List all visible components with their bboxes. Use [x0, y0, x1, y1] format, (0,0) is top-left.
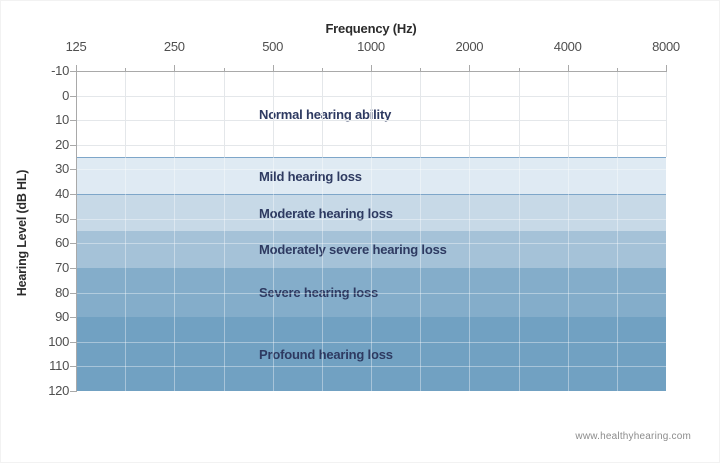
y-tick-50: [70, 218, 77, 220]
vgridline-354: [223, 71, 225, 158]
hgridline-30: [76, 169, 666, 171]
vgridline-250: [174, 71, 176, 158]
x-tick-250: [174, 65, 176, 72]
y-tick-90: [70, 317, 77, 319]
y-tick-label-110: 110: [49, 358, 69, 374]
y-tick-70: [70, 267, 77, 269]
vgridline-5657: [616, 71, 618, 158]
x-tick-label-4000: 4000: [553, 39, 582, 54]
hgridline-60: [76, 243, 666, 245]
x-tick-125: [76, 65, 77, 72]
vgridline-2000: [469, 71, 471, 158]
vgridline-2828: [518, 71, 520, 158]
x-minor-tick-354: [223, 68, 225, 72]
x-tick-label-2000: 2000: [455, 39, 484, 54]
vgridline-1414: [420, 157, 422, 391]
y-tick-20: [70, 144, 77, 146]
y-tick-label-50: 50: [55, 210, 69, 226]
vgridline-707: [321, 71, 323, 158]
y-tick-0: [70, 95, 77, 97]
vgridline-707: [321, 157, 323, 391]
x-tick-label-8000: 8000: [652, 39, 680, 54]
x-axis-title: Frequency (Hz): [325, 21, 417, 36]
x-minor-tick-1414: [420, 68, 422, 72]
vgridline-2000: [469, 157, 471, 391]
band-mild-hearing-loss: Mild hearing loss: [76, 157, 666, 195]
y-tick-label-90: 90: [55, 309, 69, 325]
hgridline-110: [76, 366, 666, 368]
vgridline-4000: [567, 157, 569, 391]
y-tick--10: [70, 71, 77, 72]
hgridline-10: [76, 120, 666, 122]
y-tick-label-10: 10: [55, 112, 69, 128]
band-label-moderate-hearing-loss: Moderate hearing loss: [259, 205, 393, 221]
y-tick-label-80: 80: [55, 284, 69, 300]
hgridline-80: [76, 292, 666, 294]
x-minor-tick-2828: [518, 68, 520, 72]
x-tick-label-125: 125: [65, 39, 87, 54]
band-moderately-severe-hearing-loss: Moderately severe hearing loss: [76, 231, 666, 268]
band-severe-hearing-loss: Severe hearing loss: [76, 267, 666, 318]
y-tick-label-20: 20: [55, 136, 69, 152]
y-tick-110: [70, 366, 77, 368]
band-label-severe-hearing-loss: Severe hearing loss: [259, 285, 379, 301]
vgridline-354: [223, 157, 225, 391]
x-tick-4000: [567, 65, 569, 72]
y-tick-label-100: 100: [48, 333, 69, 349]
vgridline-177: [125, 71, 127, 158]
y-tick-30: [70, 169, 77, 171]
band-profound-hearing-loss: Profound hearing loss: [76, 317, 666, 391]
vgridline-5657: [616, 157, 618, 391]
y-tick-60: [70, 243, 77, 245]
vgridline-8000: [666, 71, 667, 158]
x-tick-label-1000: 1000: [357, 39, 385, 54]
y-tick-80: [70, 292, 77, 294]
x-tick-8000: [666, 65, 667, 72]
band-label-moderately-severe-hearing-loss: Moderately severe hearing loss: [259, 241, 447, 257]
vgridline-500: [272, 71, 274, 158]
y-tick-label-40: 40: [55, 186, 69, 202]
y-tick-label-0: 0: [62, 87, 69, 103]
hgridline-50: [76, 218, 666, 220]
band-label-mild-hearing-loss: Mild hearing loss: [259, 168, 362, 184]
x-tick-label-250: 250: [163, 39, 185, 54]
x-tick-2000: [469, 65, 471, 72]
band-label-profound-hearing-loss: Profound hearing loss: [259, 346, 393, 362]
band-label-normal-hearing-ability: Normal hearing ability: [259, 106, 392, 122]
hgridline-0: [76, 95, 666, 97]
band-moderate-hearing-loss: Moderate hearing loss: [76, 194, 666, 231]
y-tick-120: [70, 391, 77, 392]
y-tick-10: [70, 120, 77, 122]
vgridline-8000: [666, 157, 667, 391]
y-tick-label--10: -10: [51, 63, 69, 78]
vgridline-4000: [567, 71, 569, 158]
vgridline-250: [174, 157, 176, 391]
plot-area: Normal hearing ability Mild hearing loss M…: [70, 65, 667, 392]
x-minor-tick-177: [125, 68, 127, 72]
y-tick-100: [70, 341, 77, 343]
y-tick-label-30: 30: [55, 161, 69, 177]
y-tick-40: [70, 194, 77, 196]
x-minor-tick-5657: [616, 68, 618, 72]
vgridline-2828: [518, 157, 520, 391]
hgridline-100: [76, 341, 666, 343]
y-axis-line: [76, 71, 77, 391]
x-tick-500: [272, 65, 274, 72]
vgridline-1000: [371, 71, 372, 158]
hgridline-20: [76, 144, 666, 146]
x-tick-1000: [371, 65, 372, 72]
vgridline-500: [272, 157, 274, 391]
vgridline-177: [125, 157, 127, 391]
y-tick-label-70: 70: [55, 259, 69, 275]
vgridline-1414: [420, 71, 422, 158]
y-tick-label-120: 120: [48, 383, 69, 398]
x-minor-tick-707: [321, 68, 323, 72]
vgridline-1000: [371, 157, 372, 391]
source-text: www.healthyhearing.com: [575, 431, 691, 442]
x-tick-label-500: 500: [262, 39, 284, 54]
y-tick-label-60: 60: [55, 235, 69, 251]
